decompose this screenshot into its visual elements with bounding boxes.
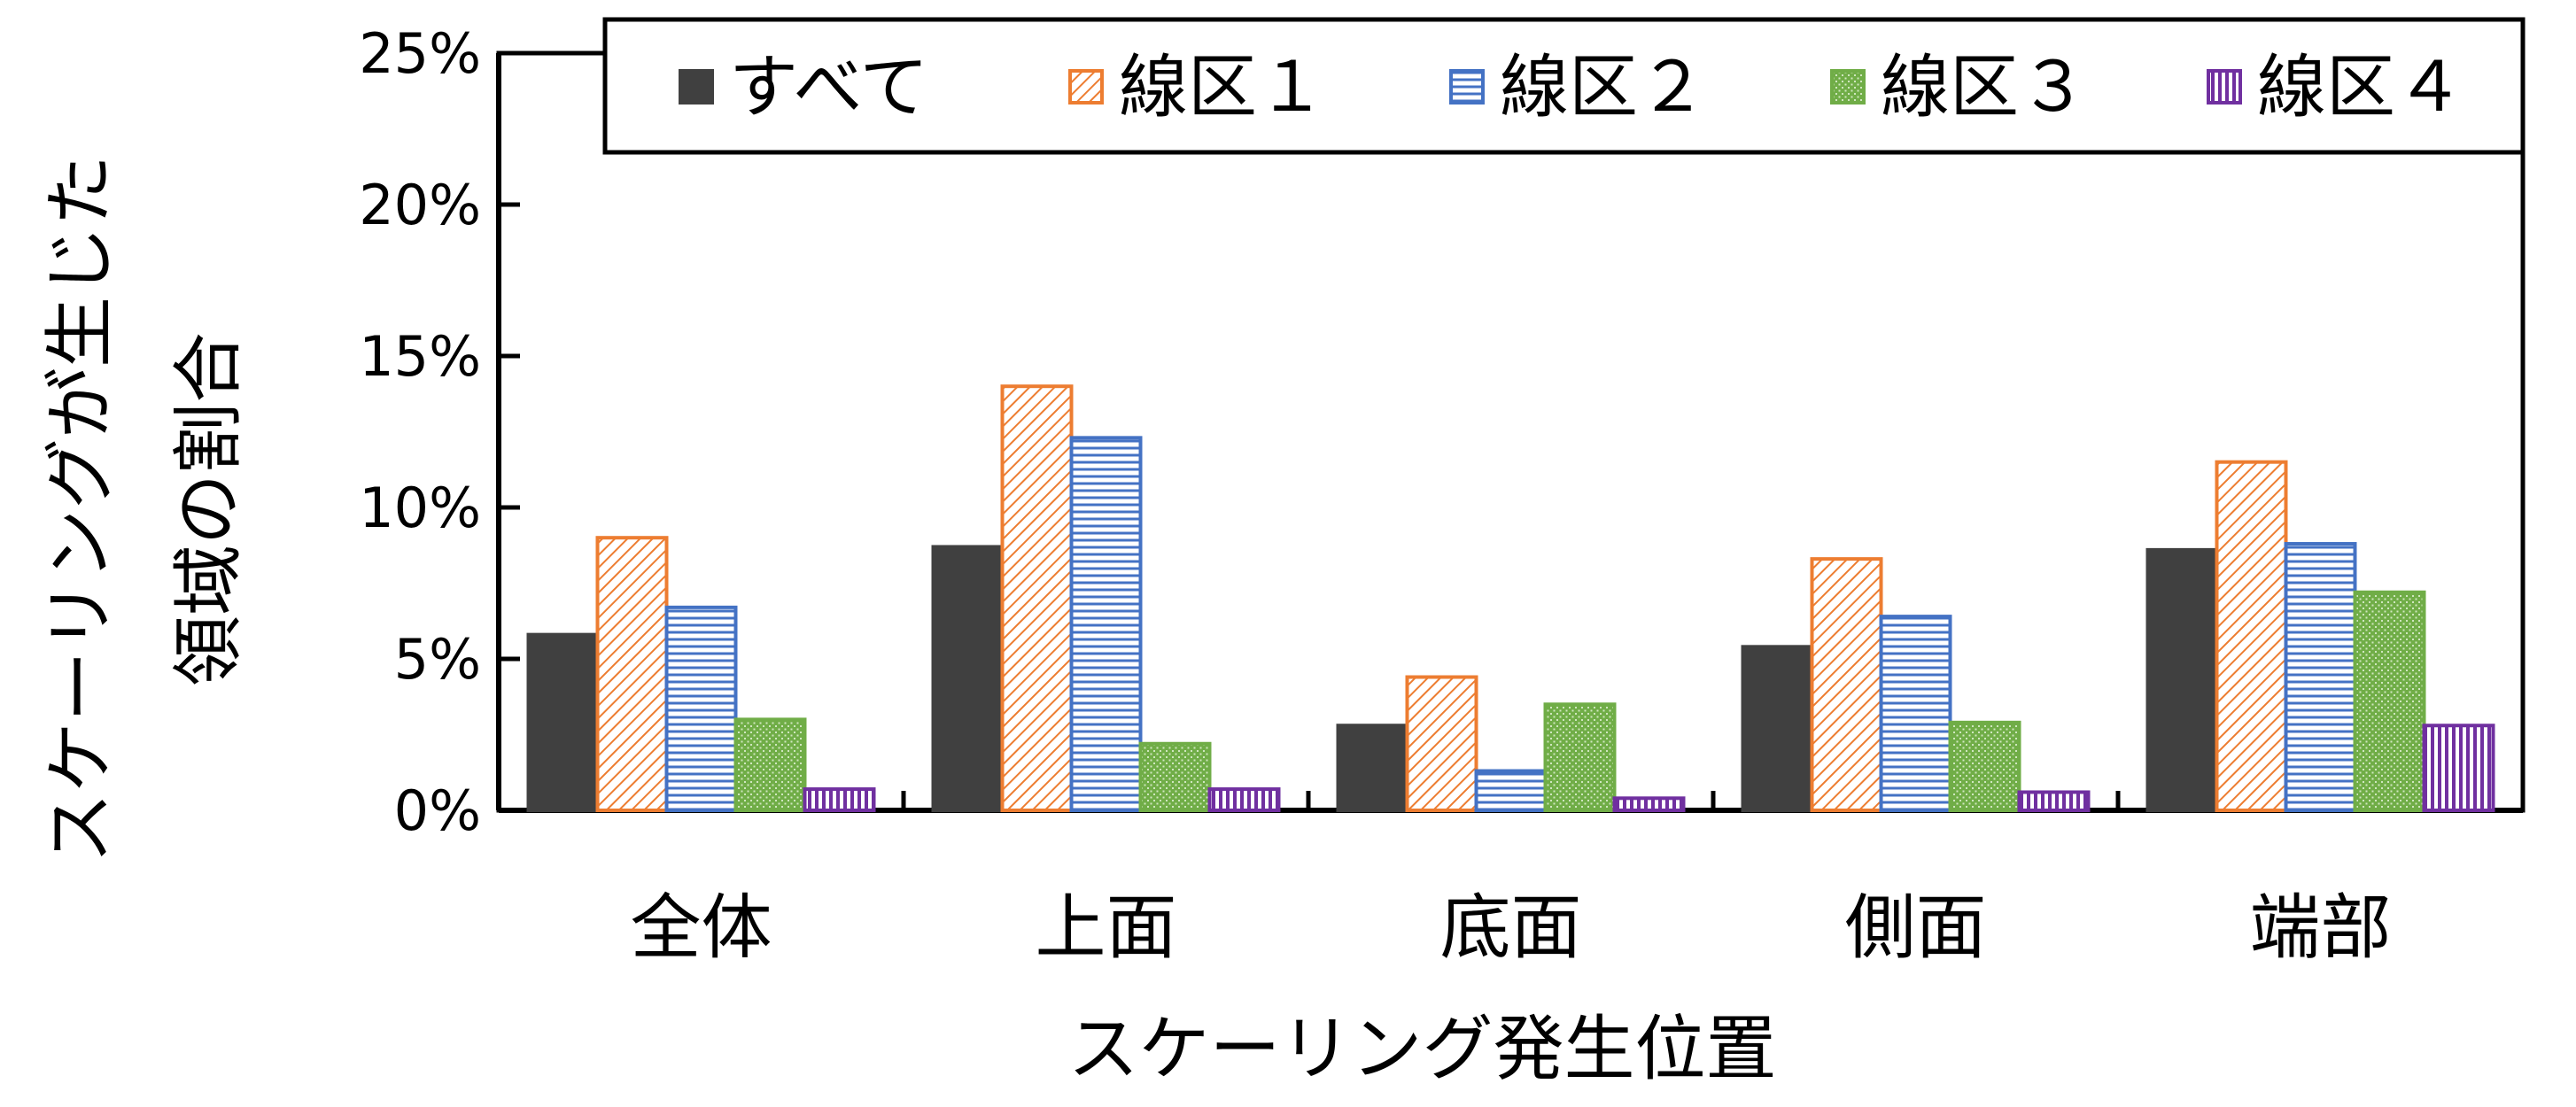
bar-group <box>526 384 2495 813</box>
bar-3-5 <box>2284 542 2357 812</box>
legend-box <box>602 17 2526 155</box>
x-axis-labels: 全体 上面 底面 側面 端部 <box>631 886 2392 969</box>
bar-4-1 <box>733 717 807 813</box>
legend-swatch-3 <box>1449 69 1485 105</box>
legend: すべて 線区１ 線区２ 線区３ 線区４ <box>602 17 2526 155</box>
bar-1-2 <box>931 545 1005 813</box>
legend-swatch-1 <box>679 69 714 105</box>
bar-2-5 <box>2215 460 2288 812</box>
bar-2-2 <box>1000 384 1074 812</box>
bar-5-2 <box>1207 787 1281 812</box>
y-tick-label: 15% <box>359 324 481 389</box>
legend-label-3: 線区２ <box>1500 48 1707 128</box>
bar-5-4 <box>2017 790 2091 812</box>
x-axis-title: スケーリング発生位置 <box>1068 1008 1777 1090</box>
x-tick-label: 端部 <box>2250 886 2392 969</box>
y-tick-label: 10% <box>359 476 481 540</box>
bar-4-5 <box>2353 590 2426 813</box>
bar-2-1 <box>595 536 669 812</box>
bar-4-4 <box>1948 720 2021 813</box>
y-axis-title-line-2: 領域の割合 <box>167 332 250 686</box>
y-axis-title: スケーリングが生じた 領域の割合 <box>39 155 250 863</box>
legend-swatch-5 <box>2207 69 2242 105</box>
bar-5-1 <box>803 787 876 812</box>
bar-1-1 <box>526 632 600 813</box>
legend-label-2: 線区１ <box>1119 48 1326 128</box>
bar-1-4 <box>1741 645 1814 812</box>
y-axis-ticks: 0% 5% 10% 15% 20% 25% <box>359 21 520 843</box>
bar-1-5 <box>2145 547 2219 812</box>
bar-3-2 <box>1069 436 1143 812</box>
bar-3-3 <box>1474 769 1548 812</box>
y-tick-label: 25% <box>359 21 481 86</box>
legend-label-5: 線区４ <box>2257 48 2464 128</box>
bar-3-1 <box>664 605 738 812</box>
x-tick-label: 全体 <box>631 886 772 969</box>
x-tick-label: 側面 <box>1845 886 1987 969</box>
y-tick-label: 20% <box>359 173 481 237</box>
bar-1-3 <box>1336 724 1409 812</box>
legend-label-1: すべて <box>729 48 928 128</box>
bar-5-5 <box>2422 724 2495 812</box>
legend-swatch-2 <box>1068 69 1104 105</box>
bar-3-4 <box>1879 615 1952 812</box>
y-axis-title-line-1: スケーリングが生じた <box>39 155 121 863</box>
bar-2-4 <box>1810 557 1883 812</box>
x-axis-ticks <box>901 791 2121 810</box>
legend-label-4: 線区３ <box>1881 48 2088 128</box>
legend-swatch-4 <box>1830 69 1866 105</box>
bar-4-3 <box>1543 702 1617 812</box>
x-tick-label: 上面 <box>1036 886 1177 969</box>
bar-2-3 <box>1405 675 1478 813</box>
y-tick-label: 0% <box>394 778 481 843</box>
bar-4-2 <box>1138 741 1212 813</box>
bar-5-3 <box>1612 796 1686 813</box>
y-tick-label: 5% <box>394 627 481 692</box>
x-tick-label: 底面 <box>1440 886 1582 969</box>
